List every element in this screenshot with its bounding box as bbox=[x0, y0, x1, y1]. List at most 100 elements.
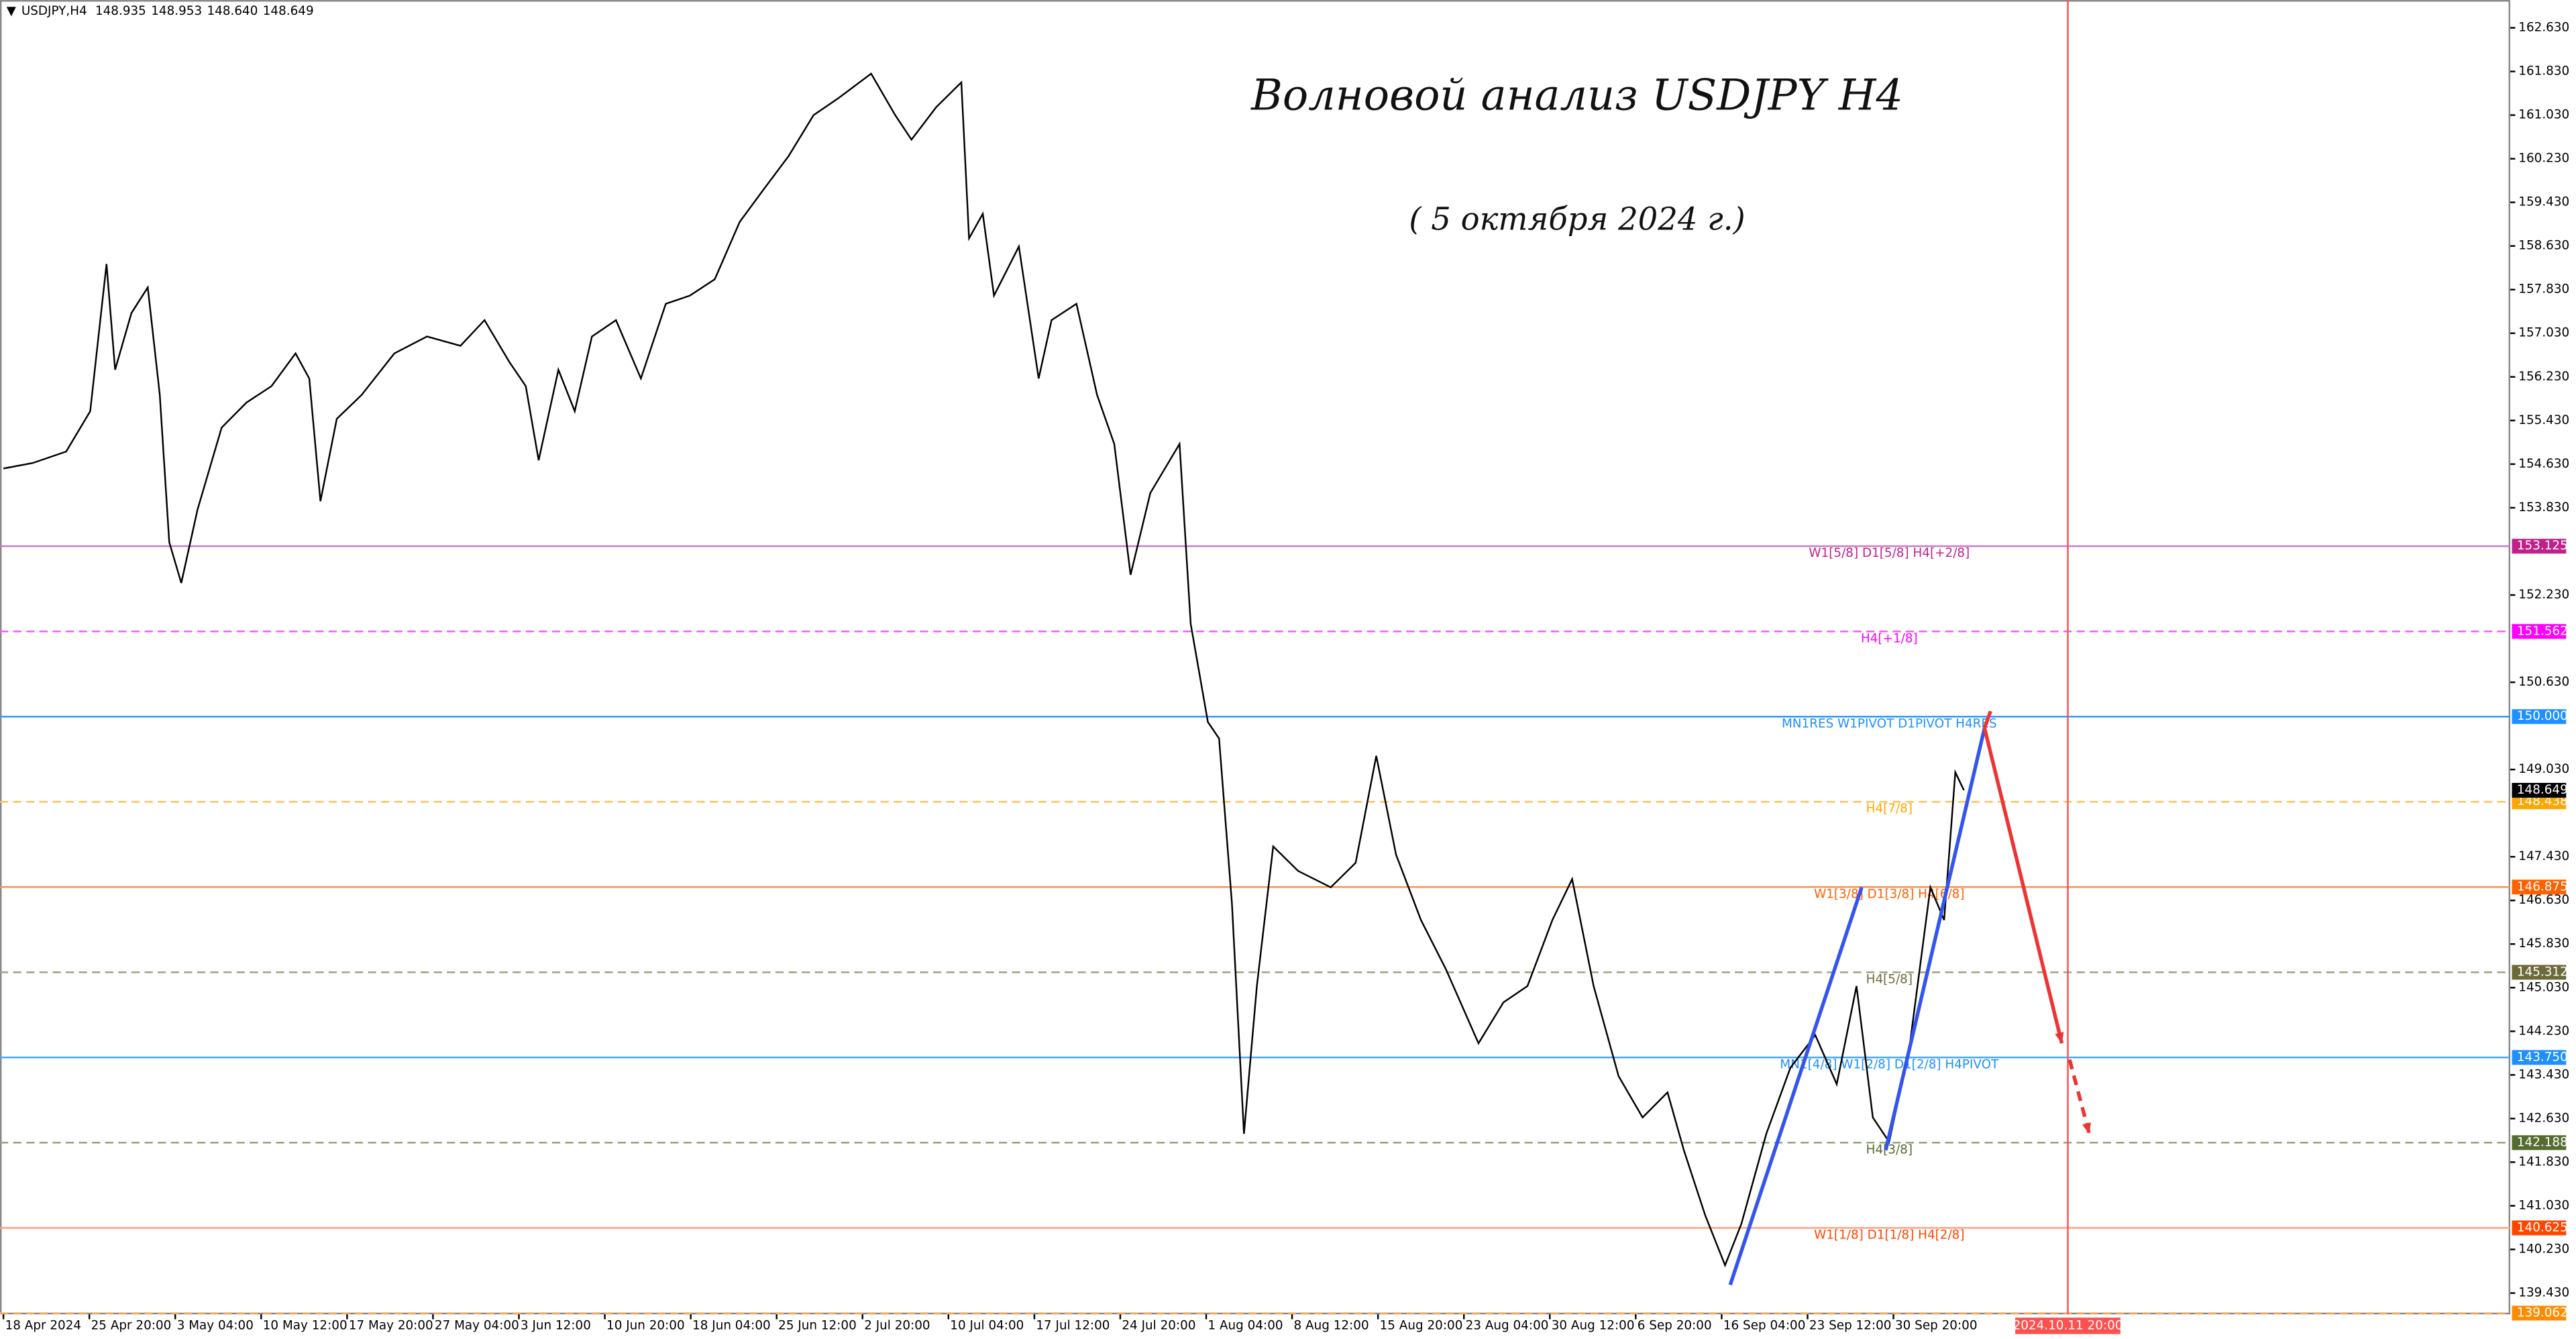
y-tick-label: 147.430 bbox=[2518, 849, 2569, 863]
y-tick-label: 143.430 bbox=[2518, 1067, 2569, 1081]
level-tag bbox=[2512, 709, 2567, 725]
y-tick-label: 160.230 bbox=[2518, 152, 2569, 166]
y-tick-label: 162.630 bbox=[2518, 21, 2569, 35]
x-tick-label: 2 Jul 20:00 bbox=[864, 1318, 930, 1332]
level-tag-label: 142.188 bbox=[2517, 1135, 2568, 1149]
x-tick-label: 16 Sep 04:00 bbox=[1723, 1318, 1806, 1332]
future-tag bbox=[2015, 1318, 2121, 1334]
level-tag-label: 139.062 bbox=[2517, 1305, 2568, 1320]
level-tag-label: 151.562 bbox=[2517, 624, 2568, 638]
x-tick-label: 25 Jun 12:00 bbox=[778, 1318, 857, 1332]
y-tick-label: 142.630 bbox=[2518, 1111, 2569, 1125]
y-tick-label: 161.030 bbox=[2518, 108, 2569, 122]
x-tick-label: 17 May 20:00 bbox=[349, 1318, 433, 1332]
y-tick-label: 139.430 bbox=[2518, 1286, 2569, 1300]
level-label: H4[5/8] bbox=[1866, 972, 1913, 986]
level-tag bbox=[2512, 539, 2567, 554]
level-tag bbox=[2512, 624, 2567, 639]
y-tick-label: 145.030 bbox=[2518, 980, 2569, 994]
x-tick-label: 18 Jun 04:00 bbox=[692, 1318, 771, 1332]
level-tag bbox=[2512, 1305, 2567, 1321]
symbol-marker: ▼ bbox=[7, 4, 17, 18]
y-tick-label: 161.830 bbox=[2518, 64, 2569, 78]
level-tag-label: 140.625 bbox=[2517, 1220, 2568, 1234]
y-tick-label: 146.630 bbox=[2518, 893, 2569, 907]
arrow-head bbox=[2055, 1032, 2064, 1044]
x-tick-label: 15 Aug 20:00 bbox=[1380, 1318, 1463, 1332]
future-tag-label: 2024.10.11 20:00 bbox=[2013, 1318, 2123, 1332]
level-label: H4[+1/8] bbox=[1861, 631, 1918, 645]
x-tick-label: 10 Jul 04:00 bbox=[950, 1318, 1024, 1332]
level-label: H4[7/8] bbox=[1866, 802, 1913, 816]
x-tick-label: 3 Jun 12:00 bbox=[521, 1318, 591, 1332]
level-tag-label: 143.750 bbox=[2517, 1050, 2568, 1064]
y-tick-label: 154.630 bbox=[2518, 457, 2569, 471]
y-tick-label: 141.030 bbox=[2518, 1198, 2569, 1212]
level-tag-label: 148.438 bbox=[2517, 794, 2568, 808]
x-tick-label: 8 Aug 12:00 bbox=[1294, 1318, 1369, 1332]
level-label: W1[5/8] D1[5/8] H4[+2/8] bbox=[1809, 546, 1970, 560]
x-tick-label: 18 Apr 2024 bbox=[5, 1318, 82, 1332]
x-tick-label: 1 Aug 04:00 bbox=[1208, 1318, 1283, 1332]
y-tick-label: 152.230 bbox=[2518, 588, 2569, 602]
level-tag-label: 153.125 bbox=[2517, 539, 2568, 553]
symbol: USDJPY,H4 bbox=[21, 4, 87, 18]
wave-line bbox=[1982, 727, 2064, 1044]
y-tick-label: 149.030 bbox=[2518, 762, 2569, 776]
arrow-head bbox=[2082, 1122, 2091, 1134]
x-tick-label: 30 Sep 20:00 bbox=[1895, 1318, 1978, 1332]
level-tag bbox=[2512, 965, 2567, 980]
x-tick-label: 27 May 04:00 bbox=[435, 1318, 519, 1332]
level-label: H4[3/8] bbox=[1866, 1142, 1913, 1157]
y-tick-label: 155.430 bbox=[2518, 413, 2569, 427]
chart-subtitle: ( 5 октября 2024 г.) bbox=[1409, 201, 1745, 237]
level-tag-label: 146.875 bbox=[2517, 879, 2568, 894]
wave-line bbox=[1884, 727, 1986, 1151]
x-tick-label: 17 Jul 12:00 bbox=[1036, 1318, 1110, 1332]
y-tick-label: 141.830 bbox=[2518, 1155, 2569, 1169]
x-tick-label: 6 Sep 20:00 bbox=[1638, 1318, 1712, 1332]
price-line bbox=[3, 72, 1965, 1268]
level-label: MN1RES W1PIVOT D1PIVOT H4RES bbox=[1782, 716, 1997, 731]
y-tick-label: 157.830 bbox=[2518, 282, 2569, 297]
y-tick-label: 140.230 bbox=[2518, 1242, 2569, 1256]
x-tick-label: 10 May 12:00 bbox=[263, 1318, 347, 1332]
x-tick-label: 10 Jun 20:00 bbox=[606, 1318, 685, 1332]
chart-title: Волновой анализ USDJPY H4 bbox=[1250, 70, 1903, 120]
y-tick-label: 150.630 bbox=[2518, 675, 2569, 689]
y-tick-label: 157.030 bbox=[2518, 326, 2569, 340]
x-tick-label: 23 Sep 12:00 bbox=[1809, 1318, 1892, 1332]
y-tick-label: 144.230 bbox=[2518, 1024, 2569, 1038]
y-tick-label: 158.630 bbox=[2518, 239, 2569, 253]
level-label: W1[1/8] D1[1/8] H4[2/8] bbox=[1814, 1228, 1964, 1242]
y-tick-label: 156.230 bbox=[2518, 370, 2569, 384]
ohlc-value: 148.649 bbox=[263, 4, 314, 18]
x-tick-label: 23 Aug 04:00 bbox=[1466, 1318, 1549, 1332]
level-tag bbox=[2512, 794, 2567, 810]
y-tick-label: 153.830 bbox=[2518, 500, 2569, 515]
x-tick-label: 25 Apr 20:00 bbox=[91, 1318, 172, 1332]
level-tag bbox=[2512, 1220, 2567, 1236]
wave-line bbox=[2068, 1059, 2092, 1134]
last-price-label: 148.649 bbox=[2517, 783, 2568, 797]
wave-line bbox=[1982, 710, 1992, 729]
level-tag bbox=[2512, 1135, 2567, 1150]
x-tick-label: 3 May 04:00 bbox=[177, 1318, 254, 1332]
level-tag bbox=[2512, 1050, 2567, 1065]
level-tag-label: 145.312 bbox=[2517, 965, 2568, 979]
ohlc-value: 148.640 bbox=[207, 4, 258, 18]
x-tick-label: 24 Jul 20:00 bbox=[1122, 1318, 1195, 1332]
wave-line bbox=[1728, 886, 1864, 1286]
level-tag-label: 150.000 bbox=[2517, 709, 2568, 723]
level-label: W1[3/8] D1[3/8] H4[6/8] bbox=[1814, 887, 1964, 901]
y-tick-label: 159.430 bbox=[2518, 195, 2569, 209]
y-tick-label: 145.830 bbox=[2518, 936, 2569, 951]
level-label: MN1[4/8] W1[2/8] D1[2/8] H4PIVOT bbox=[1780, 1057, 1999, 1071]
ohlc-value: 148.935 bbox=[95, 4, 146, 18]
level-tag bbox=[2512, 879, 2567, 895]
ohlc-value: 148.953 bbox=[151, 4, 202, 18]
last-price-tag bbox=[2512, 783, 2567, 798]
